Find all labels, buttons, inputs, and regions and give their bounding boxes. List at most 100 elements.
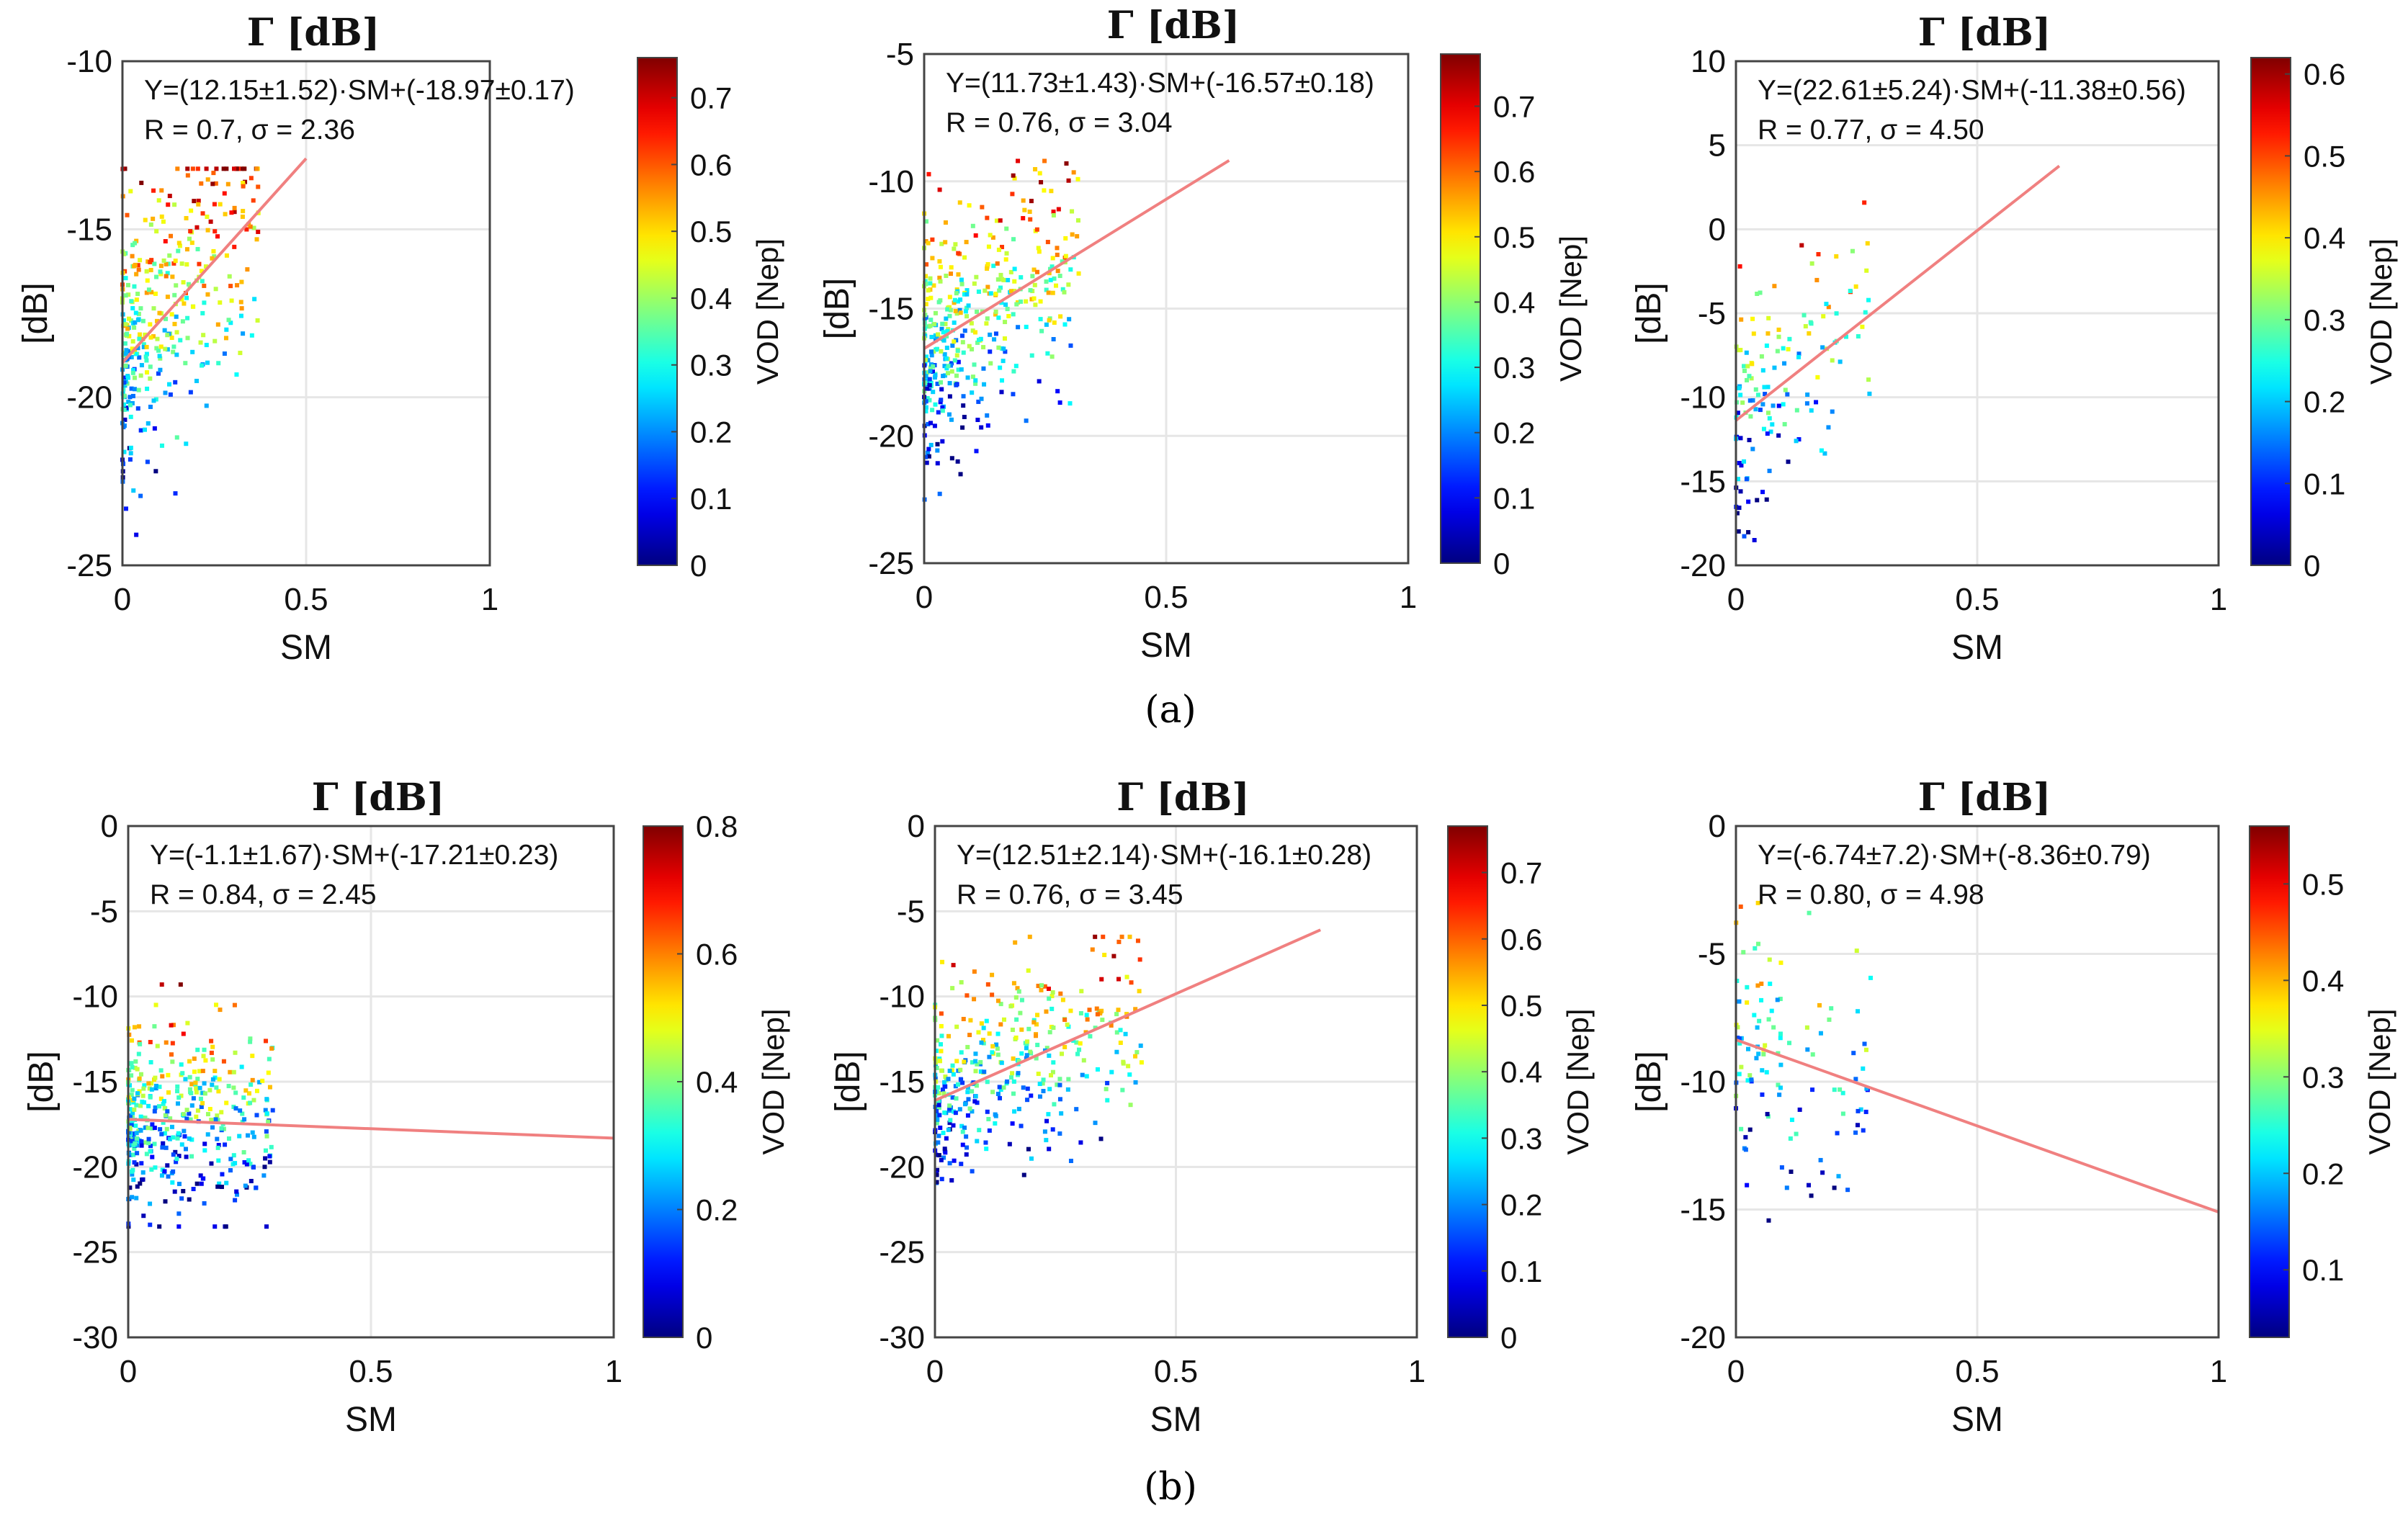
scatter-point xyxy=(148,1149,153,1154)
scatter-point xyxy=(140,1170,146,1175)
scatter-point xyxy=(163,390,168,395)
scatter-point xyxy=(137,1076,142,1081)
scatter-point xyxy=(933,402,938,407)
scatter-point xyxy=(251,1165,256,1170)
scatter-point xyxy=(152,1141,157,1147)
x-tick-label: 0 xyxy=(114,582,131,617)
y-tick-label: -30 xyxy=(72,1320,118,1355)
scatter-point xyxy=(158,344,164,349)
scatter-point xyxy=(990,972,995,977)
scatter-point xyxy=(998,1022,1003,1027)
scatter-point xyxy=(967,203,972,208)
scatter-point xyxy=(1737,1036,1742,1041)
scatter-point xyxy=(1034,1033,1039,1038)
y-tick-label: -10 xyxy=(72,979,118,1015)
scatter-point xyxy=(132,1107,137,1112)
scatter-point xyxy=(1801,313,1807,318)
scatter-point xyxy=(179,297,184,302)
scatter-point xyxy=(934,1108,939,1113)
axes-frame xyxy=(127,825,615,1339)
scatter-point xyxy=(1003,320,1008,325)
scatter-point xyxy=(1810,1087,1815,1092)
scatter-point xyxy=(995,261,1000,266)
scatter-point xyxy=(231,1085,236,1090)
scatter-point xyxy=(136,1051,141,1056)
scatter-point xyxy=(134,1131,139,1136)
scatter-point xyxy=(1039,983,1044,988)
scatter-point xyxy=(1848,288,1853,293)
scatter-point xyxy=(959,1077,964,1082)
scatter-point xyxy=(138,428,143,433)
scatter-point xyxy=(1034,1056,1039,1061)
scatter-point xyxy=(941,338,946,343)
scatter-point xyxy=(954,1024,959,1029)
scatter-point xyxy=(218,1008,223,1013)
scatter-point xyxy=(215,1113,220,1118)
scatter-point xyxy=(974,274,979,279)
scatter-point xyxy=(145,386,150,391)
scatter-point xyxy=(1118,1028,1123,1033)
scatter-point xyxy=(1787,1041,1792,1046)
scatter-point xyxy=(126,292,131,297)
scatter-point xyxy=(962,292,967,297)
scatter-point xyxy=(123,506,128,511)
scatter-point xyxy=(165,1109,170,1114)
scatter-point xyxy=(144,358,149,363)
scatter-point xyxy=(167,194,172,199)
scatter-point xyxy=(928,380,934,385)
scatter-point xyxy=(156,371,161,376)
scatter-point xyxy=(162,1169,167,1174)
scatter-point xyxy=(135,263,140,268)
scatter-point xyxy=(210,181,215,187)
scatter-point xyxy=(233,1198,238,1203)
scatter-point xyxy=(949,369,954,374)
fit-line xyxy=(127,1118,614,1140)
scatter-point xyxy=(212,1224,218,1229)
scatter-point xyxy=(964,305,969,310)
fit-stats: R = 0.77, σ = 4.50 xyxy=(1758,115,1984,145)
scatter-point xyxy=(990,235,995,240)
scatter-point xyxy=(928,281,933,286)
scatter-point xyxy=(959,277,964,282)
scatter-point xyxy=(1119,934,1124,939)
scatter-point xyxy=(1038,317,1043,322)
scatter-point xyxy=(189,1154,194,1159)
axes-frame xyxy=(1735,60,2220,567)
scatter-point xyxy=(995,1031,1001,1036)
scatter-point xyxy=(267,1056,272,1062)
scatter-point xyxy=(1863,1047,1868,1052)
scatter-point xyxy=(1866,377,1871,382)
scatter-point xyxy=(170,274,175,279)
scatter-point xyxy=(126,375,131,380)
scatter-point xyxy=(1035,1042,1040,1047)
scatter-point xyxy=(1765,1114,1771,1119)
scatter-point xyxy=(200,1176,205,1181)
scatter-point xyxy=(1778,1036,1783,1041)
scatter-point xyxy=(932,423,937,429)
scatter-point xyxy=(122,341,127,346)
scatter-point xyxy=(1008,289,1013,294)
scatter-point xyxy=(148,1095,153,1100)
scatter-point xyxy=(972,362,977,367)
scatter-point xyxy=(1128,1103,1133,1108)
scatter-point xyxy=(1788,1136,1793,1141)
scatter-point xyxy=(936,1134,941,1139)
scatter-point xyxy=(985,423,990,428)
scatter-point xyxy=(144,1152,149,1157)
scatter-point xyxy=(204,343,209,348)
scatter-point xyxy=(1767,468,1772,473)
axes-frame xyxy=(934,825,1418,1339)
scatter-point xyxy=(1737,506,1742,511)
scatter-point xyxy=(130,1172,135,1177)
y-tick-label: -15 xyxy=(1680,464,1726,499)
scatter-point xyxy=(1041,1089,1046,1094)
scatter-point xyxy=(1750,362,1755,367)
scatter-point xyxy=(1738,489,1743,494)
scatter-point xyxy=(143,332,148,337)
scatter-point xyxy=(938,1042,943,1047)
scatter-point xyxy=(942,1110,947,1115)
scatter-point xyxy=(158,1096,164,1101)
scatter-point xyxy=(174,330,179,335)
